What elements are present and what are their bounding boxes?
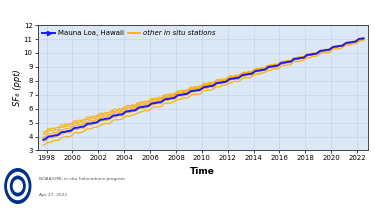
Circle shape — [8, 172, 28, 200]
Circle shape — [13, 180, 22, 192]
Text: NOAA/GML in situ halocarbons program: NOAA/GML in situ halocarbons program — [39, 177, 125, 181]
Legend: Mauna Loa, Hawaii, other in situ stations: Mauna Loa, Hawaii, other in situ station… — [41, 29, 217, 37]
Circle shape — [10, 176, 25, 196]
X-axis label: Time: Time — [190, 167, 215, 176]
Text: Apr 27, 2022: Apr 27, 2022 — [39, 194, 68, 198]
Y-axis label: SF₆ (ppt): SF₆ (ppt) — [13, 69, 22, 106]
Circle shape — [5, 169, 31, 203]
